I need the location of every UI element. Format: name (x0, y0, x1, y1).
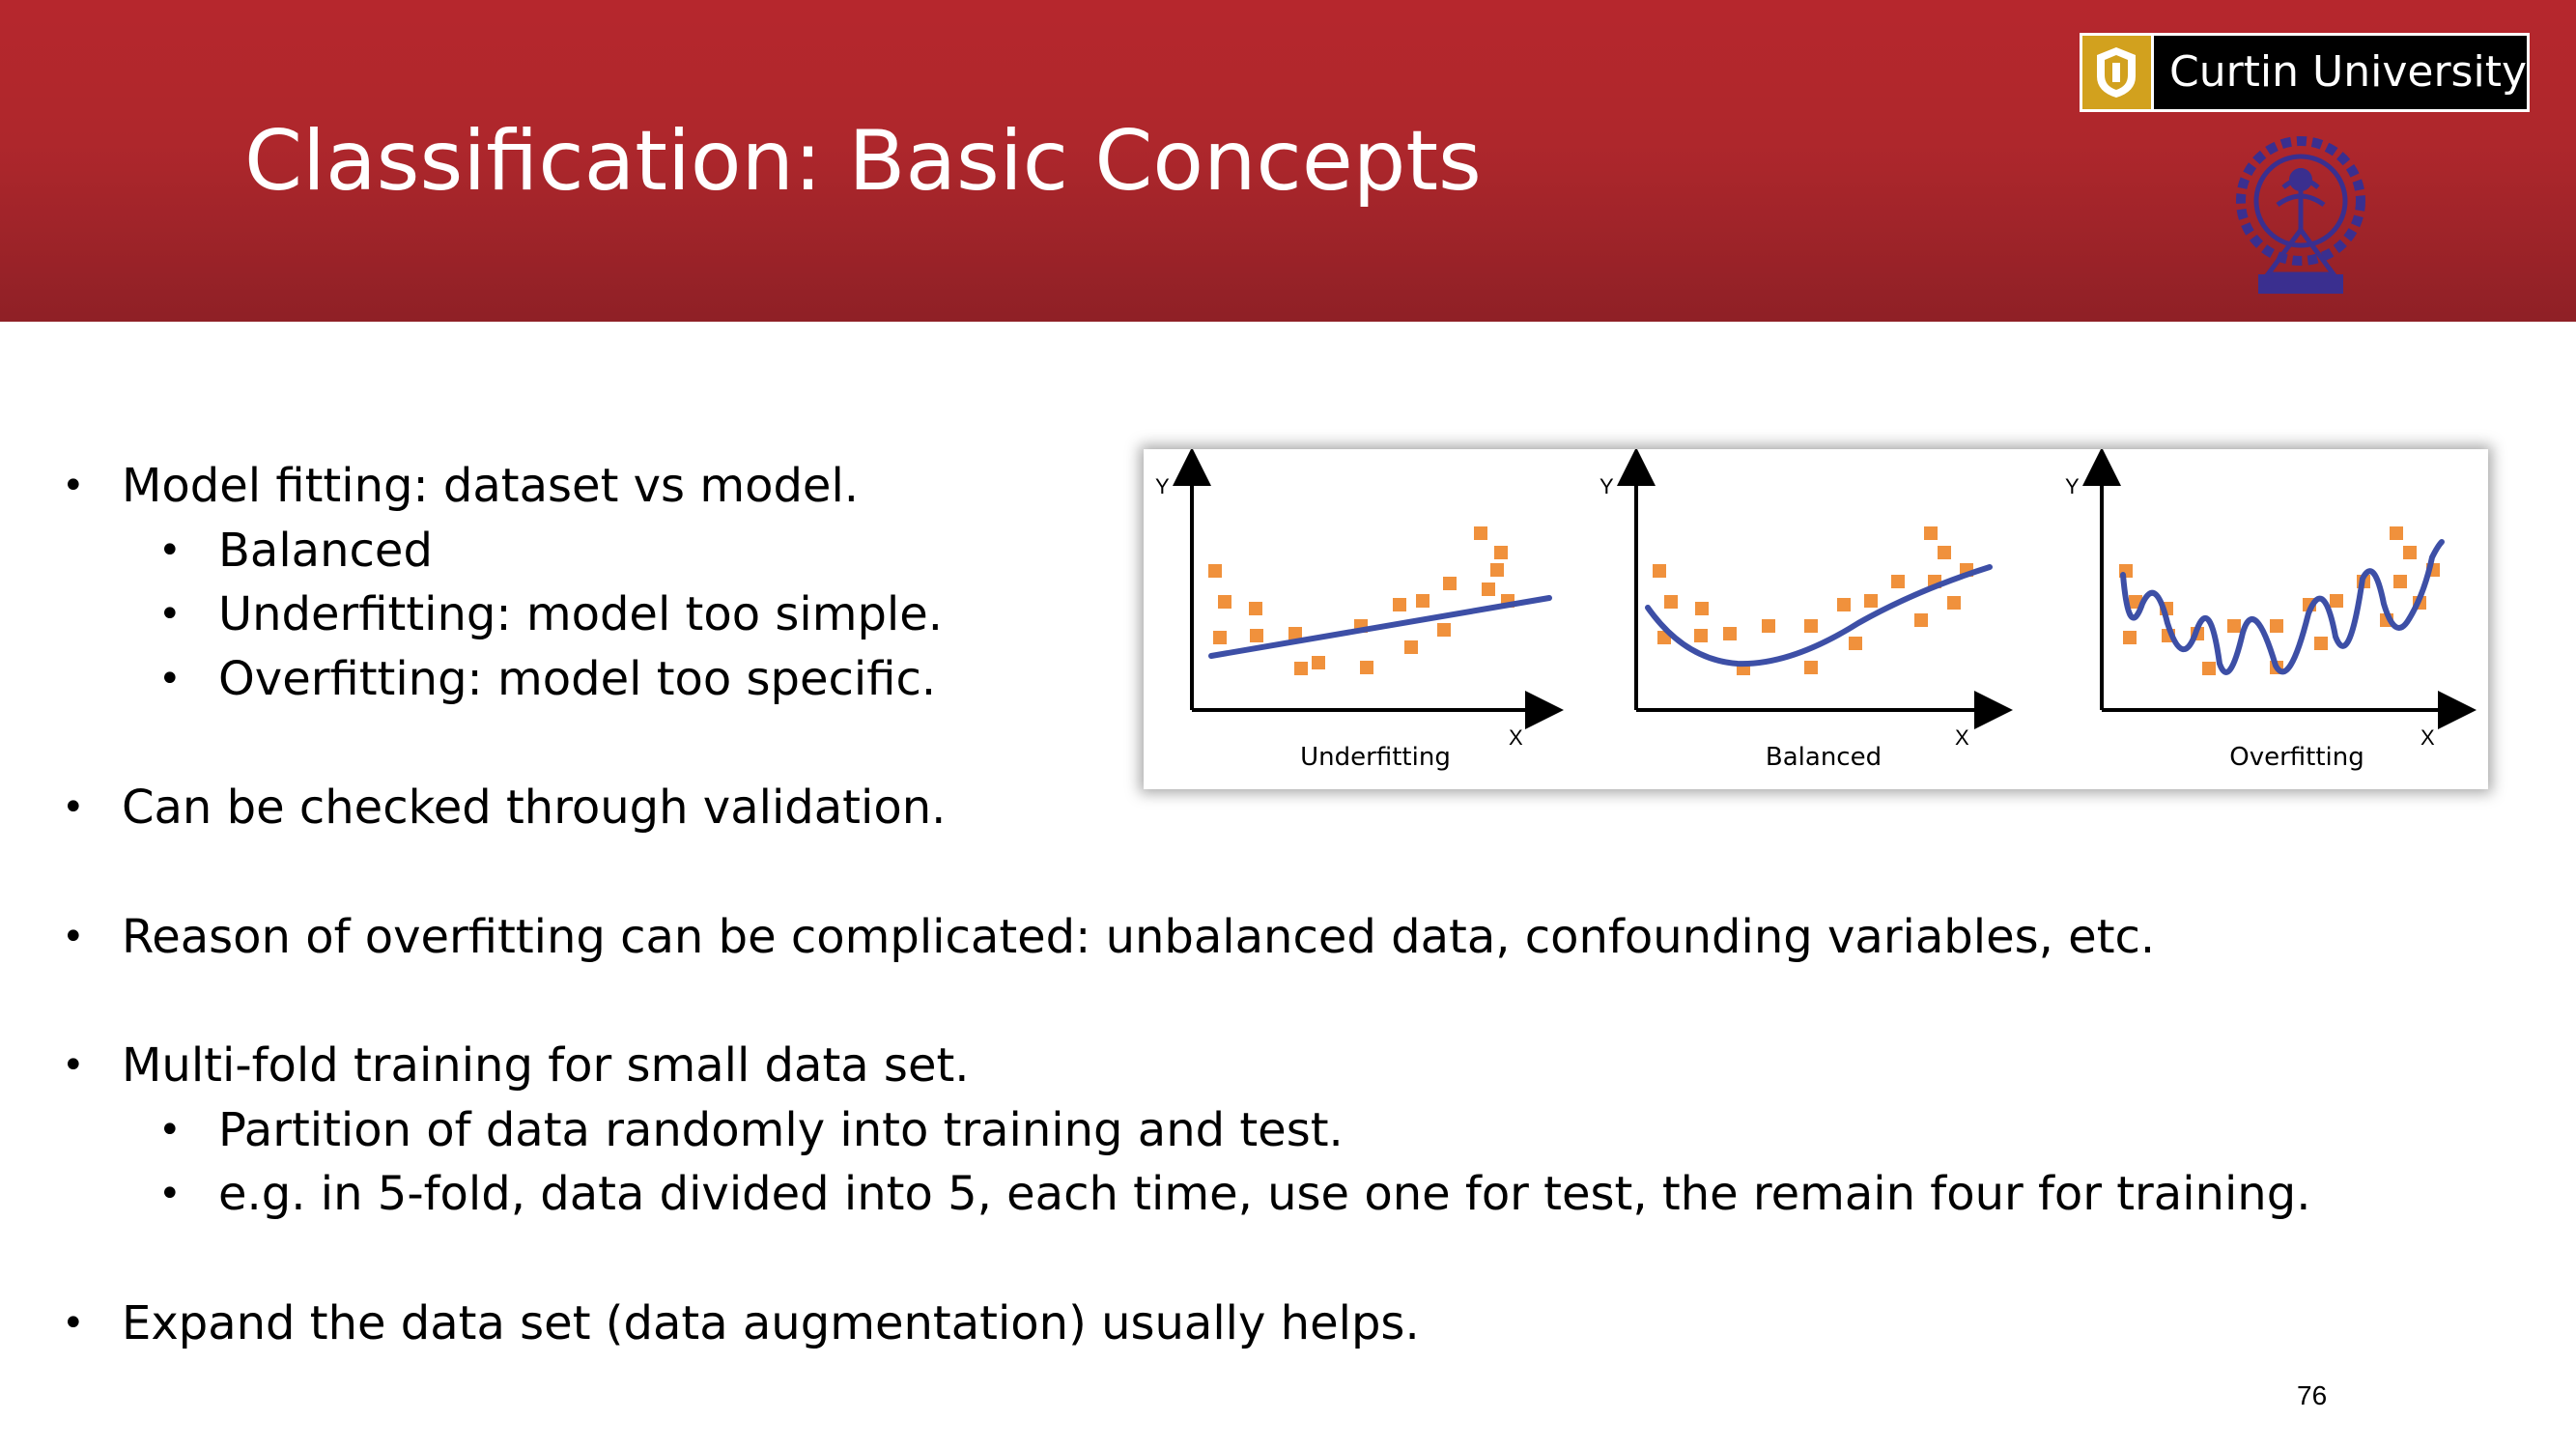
bullet-item: • Overfitting: model too specific. (158, 652, 937, 706)
bullet-item: • e.g. in 5-fold, data divided into 5, ea… (158, 1167, 2311, 1221)
bullet-item: • Partition of data randomly into trainin… (158, 1103, 1344, 1157)
panel-label: Underfitting (1300, 743, 1451, 772)
y-axis-label: Y (1599, 474, 1614, 498)
panel-balanced: Y X Balanced (1599, 449, 2013, 772)
curtin-logo: Curtin University (2080, 33, 2530, 112)
panel-label: Balanced (1766, 743, 1882, 772)
x-axis-label: X (2420, 725, 2435, 750)
page-number: 76 (2297, 1380, 2328, 1410)
bullet-item: • Can be checked through validation. (62, 781, 947, 835)
bullet-item: • Reason of overfitting can be complicate… (62, 910, 2156, 964)
panel-overfitting: Y X Overfitting (2065, 449, 2477, 772)
slide-title: Classification: Basic Concepts (244, 113, 1482, 210)
bullet-item: • Balanced (158, 524, 433, 578)
panel-underfitting: Y X Underfitting (1155, 449, 1564, 772)
bullet-item: • Multi-fold training for small data set. (62, 1038, 970, 1093)
institute-emblem-icon (2236, 136, 2365, 294)
crest-icon (2082, 36, 2154, 109)
logo-text: Curtin University (2168, 47, 2527, 97)
fitting-illustration: Y X Underfitting Y X (1144, 449, 2488, 789)
x-axis-label: X (1955, 725, 1969, 750)
bullet-item: • Model fitting: dataset vs model. (62, 459, 860, 513)
bullet-item: • Expand the data set (data augmentation)… (62, 1296, 1420, 1350)
y-axis-label: Y (1155, 474, 1170, 498)
panel-label: Overfitting (2229, 743, 2364, 772)
x-axis-label: X (1509, 725, 1523, 750)
bullet-item: • Underfitting: model too simple. (158, 587, 944, 641)
y-axis-label: Y (2065, 474, 2080, 498)
